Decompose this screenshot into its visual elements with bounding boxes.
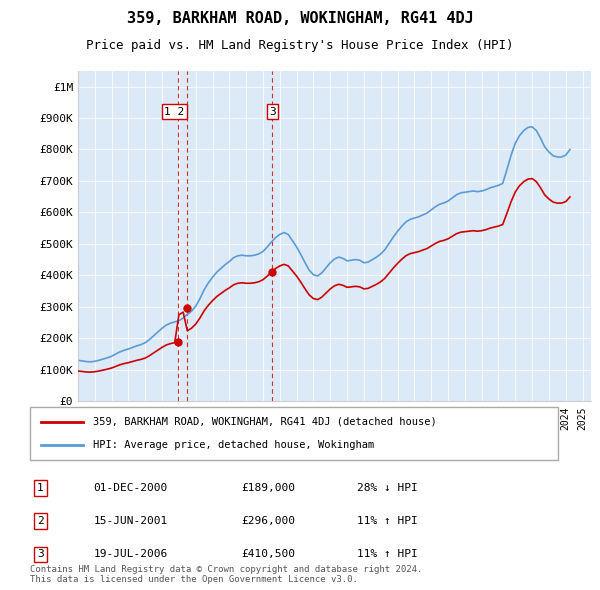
Text: 28% ↓ HPI: 28% ↓ HPI	[358, 483, 418, 493]
Point	[268, 267, 277, 277]
Text: HPI: Average price, detached house, Wokingham: HPI: Average price, detached house, Woki…	[94, 440, 374, 450]
Text: 1: 1	[37, 483, 44, 493]
Text: Contains HM Land Registry data © Crown copyright and database right 2024.
This d: Contains HM Land Registry data © Crown c…	[30, 565, 422, 584]
Text: 359, BARKHAM ROAD, WOKINGHAM, RG41 4DJ: 359, BARKHAM ROAD, WOKINGHAM, RG41 4DJ	[127, 11, 473, 25]
FancyBboxPatch shape	[30, 407, 558, 460]
Text: 11% ↑ HPI: 11% ↑ HPI	[358, 516, 418, 526]
Text: £296,000: £296,000	[241, 516, 295, 526]
Text: Price paid vs. HM Land Registry's House Price Index (HPI): Price paid vs. HM Land Registry's House …	[86, 39, 514, 52]
Text: 19-JUL-2006: 19-JUL-2006	[94, 549, 167, 559]
Text: 1 2: 1 2	[164, 107, 184, 117]
Text: £410,500: £410,500	[241, 549, 295, 559]
Text: 359, BARKHAM ROAD, WOKINGHAM, RG41 4DJ (detached house): 359, BARKHAM ROAD, WOKINGHAM, RG41 4DJ (…	[94, 417, 437, 427]
Text: £189,000: £189,000	[241, 483, 295, 493]
Point	[173, 337, 182, 346]
Text: 15-JUN-2001: 15-JUN-2001	[94, 516, 167, 526]
Text: 2: 2	[37, 516, 44, 526]
Text: 3: 3	[37, 549, 44, 559]
Text: 11% ↑ HPI: 11% ↑ HPI	[358, 549, 418, 559]
Text: 01-DEC-2000: 01-DEC-2000	[94, 483, 167, 493]
Text: 3: 3	[269, 107, 275, 117]
Point	[182, 303, 191, 313]
